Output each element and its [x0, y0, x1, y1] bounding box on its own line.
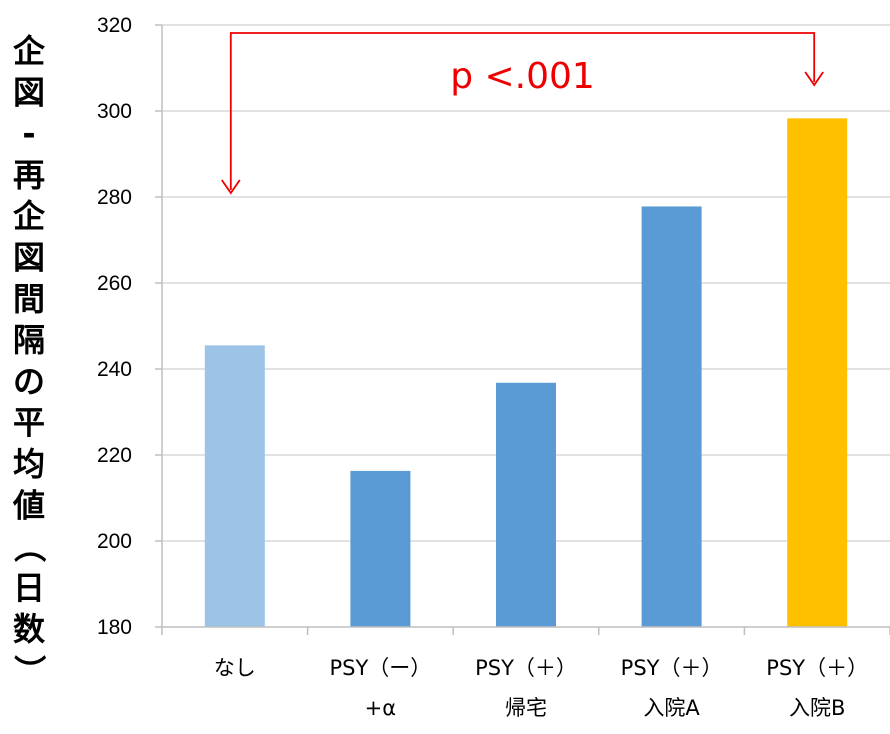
- bars: [204, 118, 848, 627]
- y-axis-label-char: 日: [13, 569, 45, 607]
- x-category-label: PSY（＋）: [621, 656, 723, 680]
- significance-annotation: p <.001: [221, 32, 824, 195]
- y-tick-labels: 180 200 220 240 260 280 300 320: [97, 14, 132, 639]
- significance-bracket: [229, 32, 816, 190]
- axes: [155, 24, 890, 635]
- x-category-label: PSY（ー）: [329, 656, 431, 680]
- y-axis-label-char: -: [22, 115, 35, 153]
- arrowhead-right: [804, 71, 824, 87]
- y-axis-label-char: 隔: [13, 321, 45, 359]
- x-category-label: PSY（＋）: [475, 656, 577, 680]
- y-axis-label-char: 再: [13, 156, 45, 194]
- y-axis-label-char: （: [10, 531, 48, 563]
- x-category-label: PSY（＋）: [766, 656, 868, 680]
- x-category-labels: なし PSY（ー） +α PSY（＋） 帰宅 PSY（＋） 入院A PSY（＋） 入院B: [214, 656, 868, 720]
- y-axis-label-char: 値: [12, 486, 45, 524]
- y-axis-label-char: の: [13, 362, 45, 400]
- bar: [350, 470, 411, 627]
- bar: [496, 382, 556, 627]
- y-axis-label-char: 数: [13, 610, 46, 648]
- bar: [787, 118, 848, 627]
- y-tick-label: 200: [97, 530, 132, 553]
- y-tick-label: 320: [97, 14, 132, 37]
- x-category-label: なし: [214, 656, 256, 680]
- arrowhead-left: [221, 179, 241, 195]
- y-axis-label-char: 企: [13, 197, 46, 235]
- y-axis-label-char: 図: [13, 239, 45, 277]
- y-axis-label-char: ）: [10, 654, 48, 686]
- x-category-label: 帰宅: [505, 696, 547, 720]
- y-axis-label-char: 平: [13, 404, 45, 442]
- y-tick-label: 280: [97, 186, 132, 209]
- gridlines: [162, 24, 890, 542]
- x-category-label: +α: [365, 696, 396, 720]
- y-tick-label: 240: [97, 358, 132, 381]
- y-tick-label: 300: [97, 100, 132, 123]
- y-tick-label: 260: [97, 272, 132, 295]
- bar: [641, 206, 702, 627]
- p-value-label: p <.001: [450, 56, 595, 97]
- y-axis-label-char: 均: [13, 445, 45, 483]
- y-tick-label: 220: [97, 444, 132, 467]
- x-category-label: 入院B: [789, 696, 845, 720]
- y-axis-label-char: 図: [13, 73, 45, 111]
- x-category-label: 入院A: [643, 696, 700, 720]
- y-axis-label-char: 間: [13, 280, 45, 318]
- y-axis-label-char: 企: [13, 32, 46, 70]
- y-tick-label: 180: [97, 616, 132, 639]
- bar: [204, 345, 265, 627]
